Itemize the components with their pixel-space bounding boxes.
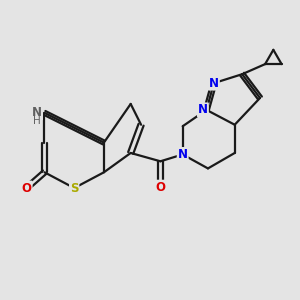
Text: N: N [198, 103, 208, 116]
Text: S: S [70, 182, 79, 194]
Text: N: N [209, 76, 219, 90]
Text: O: O [22, 182, 32, 194]
Text: H: H [33, 116, 41, 126]
Text: O: O [155, 181, 165, 194]
Text: N: N [178, 148, 188, 161]
Text: N: N [32, 106, 42, 119]
